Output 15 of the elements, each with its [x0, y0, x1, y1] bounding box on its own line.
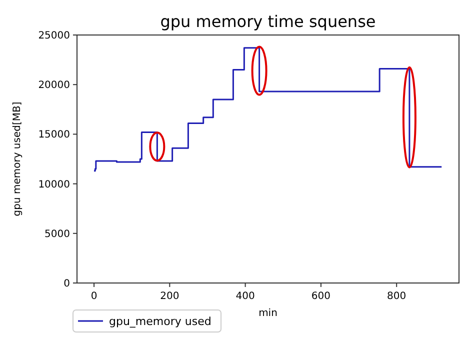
- y-tick-label: 25000: [38, 30, 70, 42]
- y-axis-title: gpu memory used[MB]: [12, 102, 23, 216]
- y-tick-label: 20000: [38, 80, 70, 92]
- y-tick-label: 15000: [38, 130, 70, 141]
- x-axis-title: min: [258, 308, 278, 319]
- y-tick-label: 10000: [38, 179, 70, 190]
- y-tick-label: 5000: [44, 228, 70, 240]
- x-tick-label: 800: [387, 291, 406, 302]
- legend-label: gpu_memory used: [109, 315, 212, 328]
- x-tick-label: 400: [236, 291, 255, 302]
- x-tick-label: 600: [311, 291, 330, 302]
- x-tick-label: 200: [160, 291, 180, 302]
- chart-title: gpu memory time squense: [160, 12, 376, 31]
- x-tick-label: 0: [90, 291, 98, 302]
- y-tick-label: 0: [64, 278, 70, 290]
